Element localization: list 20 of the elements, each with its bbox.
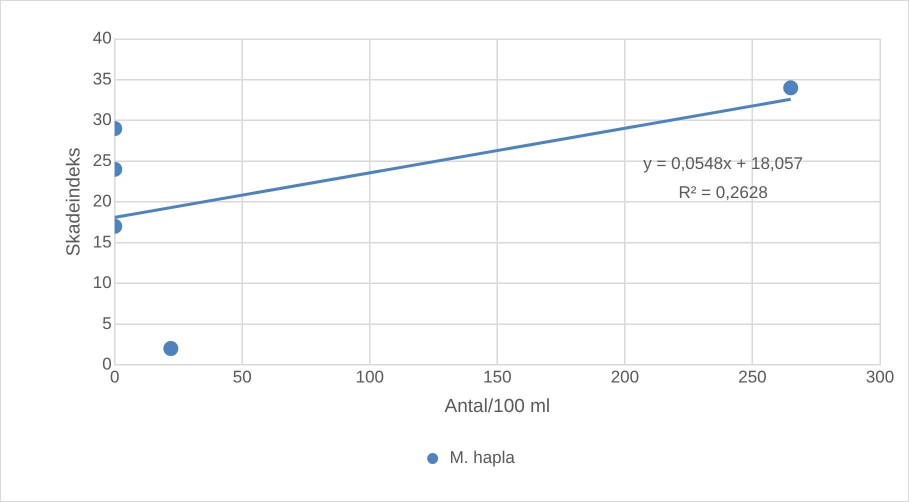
x-tick-label: 150	[483, 368, 512, 387]
y-tick-label: 5	[102, 314, 112, 333]
x-tick-label: 250	[738, 368, 767, 387]
legend-label: M. hapla	[450, 448, 516, 468]
y-tick-label: 35	[92, 69, 112, 88]
annotation: R² = 0,2628	[678, 183, 768, 202]
y-tick-label: 40	[92, 28, 112, 48]
annotation: y = 0,0548x + 18,057	[643, 154, 803, 174]
x-tick-label: 300	[866, 368, 894, 387]
y-tick-label: 0	[102, 354, 112, 374]
x-axis-title: Antal/100 ml	[444, 396, 550, 417]
y-tick-label: 10	[92, 273, 112, 292]
y-tick-label: 15	[92, 232, 112, 252]
x-tick-label: 100	[356, 368, 384, 387]
y-tick-label: 30	[92, 110, 112, 130]
x-tick-label: 200	[610, 368, 640, 387]
y-tick-label: 20	[92, 192, 112, 211]
y-axis-title: Skadeindeks	[64, 148, 85, 256]
x-tick-label: 50	[232, 368, 252, 387]
y-tick-label: 25	[92, 150, 112, 170]
